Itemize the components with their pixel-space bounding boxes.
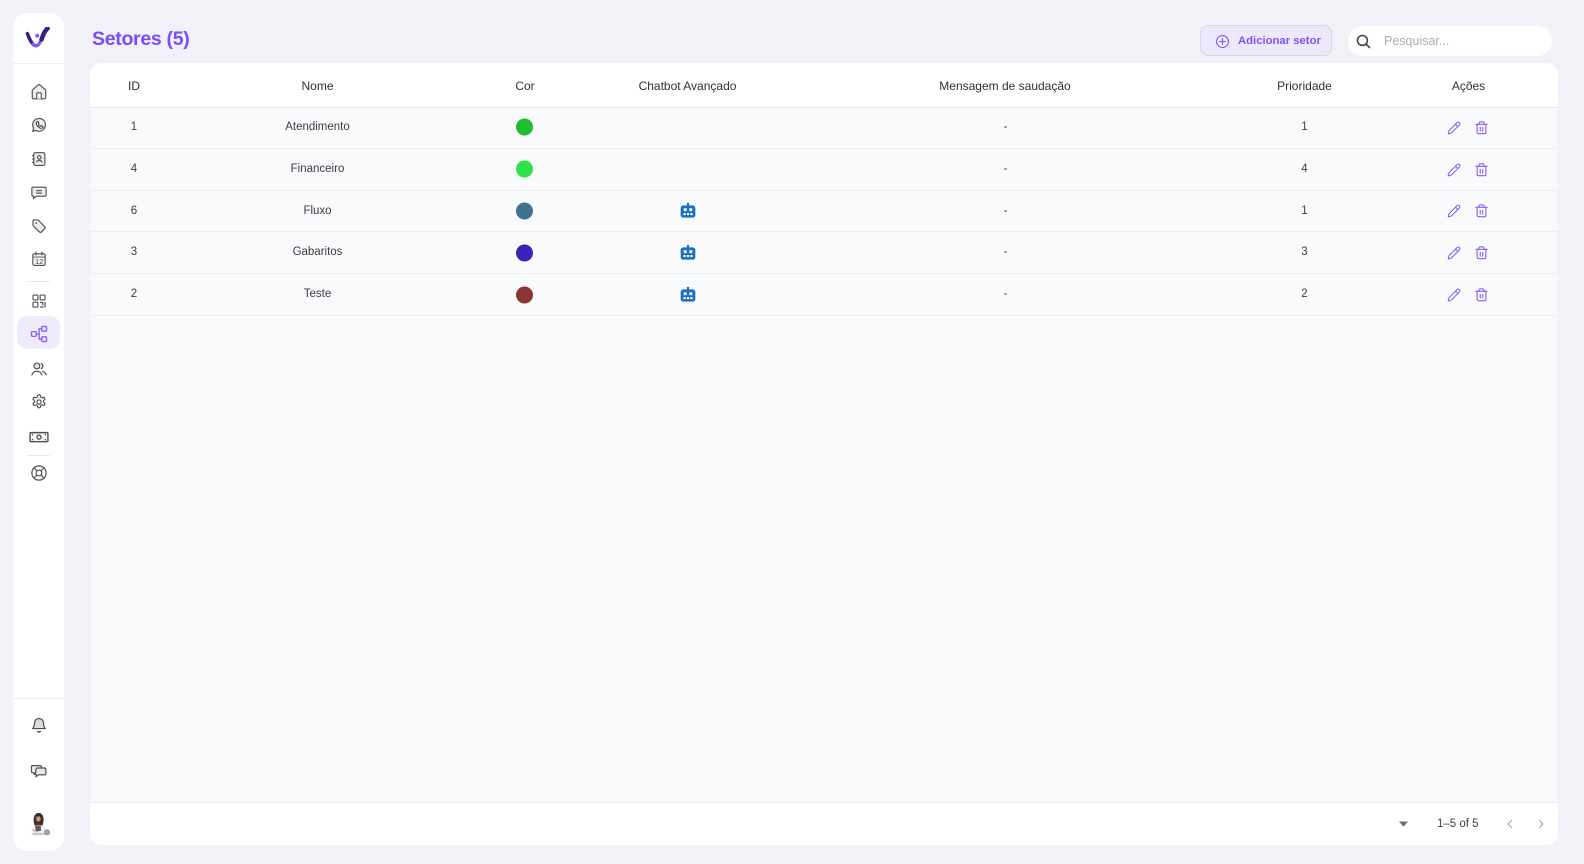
svg-text:12: 12 — [35, 258, 43, 266]
